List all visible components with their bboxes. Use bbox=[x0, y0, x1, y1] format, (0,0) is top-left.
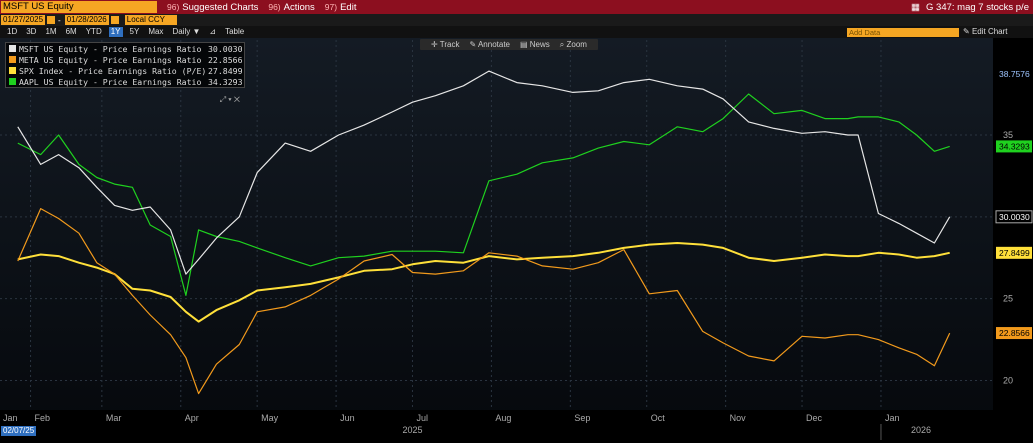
value-label-aapl: 34.3293 bbox=[996, 140, 1032, 153]
x-tick-label: Mar bbox=[106, 413, 122, 423]
x-tick-label: Nov bbox=[730, 413, 747, 423]
x-tick-label: Feb bbox=[35, 413, 51, 423]
value-label-text: 30.0030 bbox=[999, 212, 1030, 222]
value-label-bg bbox=[996, 327, 1032, 340]
date-separator: - bbox=[58, 15, 61, 25]
period-1y[interactable]: 1Y bbox=[108, 27, 123, 37]
x-tick-label: Sep bbox=[574, 413, 590, 423]
value-label-meta: 22.8566 bbox=[996, 327, 1032, 340]
series-line-meta bbox=[17, 208, 951, 395]
ticker-input[interactable]: MSFT US Equity bbox=[1, 1, 157, 13]
legend-item-msft[interactable]: MSFT US Equity - Price Earnings Ratio (P… bbox=[6, 43, 244, 54]
legend-swatch bbox=[9, 67, 16, 74]
x-tick-label: May bbox=[261, 413, 279, 423]
y-tick-label: 25 bbox=[1003, 294, 1013, 304]
legend-item-meta[interactable]: META US Equity - Price Earnings Ratio (P… bbox=[6, 54, 244, 65]
period-1m[interactable]: 1M bbox=[45, 27, 57, 36]
highlight-value-bg bbox=[996, 68, 1032, 80]
series-value-labels: 30.0030 22.8566 27.8499 34.3293 38.7576 bbox=[995, 68, 1033, 340]
value-label-msft: 30.0030 bbox=[995, 210, 1033, 224]
period-max[interactable]: Max bbox=[148, 27, 164, 36]
chart-icon: ▦ bbox=[911, 1, 921, 13]
highlight-value-label: 38.7576 bbox=[996, 68, 1032, 80]
series-line-aapl bbox=[17, 93, 950, 296]
legend-swatch bbox=[9, 78, 16, 85]
period-selector: 1D 3D 1M 6M YTD 1Y 5Y Max Daily ▼ ⊿ Tabl… bbox=[0, 26, 1033, 38]
series-lines bbox=[17, 70, 951, 395]
series-line-spx bbox=[17, 242, 950, 323]
x-year-label: 2026 bbox=[911, 425, 931, 435]
chart-toolbar: ✛ Track ✎ Annotate ▤ News ⌕ Zoom bbox=[420, 39, 598, 50]
value-label-bg bbox=[996, 140, 1032, 153]
cursor-date-label: 02/07/25 bbox=[1, 426, 37, 436]
edit-menu[interactable]: 97) Edit bbox=[324, 1, 357, 13]
period-1d[interactable]: 1D bbox=[7, 27, 18, 36]
zoom-tool[interactable]: ⌕ Zoom bbox=[559, 39, 587, 49]
x-tick-label: Jan bbox=[885, 413, 900, 423]
period-3d[interactable]: 3D bbox=[26, 27, 37, 36]
x-tick-label: Jun bbox=[340, 413, 355, 423]
plot-background bbox=[0, 38, 993, 424]
track-tool[interactable]: ✛ Track bbox=[431, 40, 460, 49]
news-tool[interactable]: ▤ News bbox=[520, 40, 550, 49]
value-label-text: 27.8499 bbox=[999, 248, 1030, 258]
period-ytd[interactable]: YTD bbox=[85, 27, 102, 36]
x-year-label: 2025 bbox=[402, 425, 422, 435]
actions-menu[interactable]: 96) Actions bbox=[268, 1, 315, 13]
top-menu-bar: MSFT US Equity 96) Suggested Charts 96) Ac… bbox=[0, 0, 1033, 14]
highlight-value-text: 38.7576 bbox=[999, 69, 1030, 79]
annotate-tool[interactable]: ✎ Annotate bbox=[469, 40, 510, 49]
gridlines bbox=[0, 40, 993, 410]
legend-item-spx[interactable]: SPX Index - Price Earnings Ratio (P/E) 2… bbox=[6, 65, 244, 76]
legend-swatch bbox=[9, 56, 16, 63]
calendar-icon[interactable] bbox=[110, 16, 119, 24]
y-tick-label: 20 bbox=[1003, 376, 1013, 386]
period-5y[interactable]: 5Y bbox=[129, 27, 140, 36]
chart-type-icon[interactable]: ⊿ bbox=[209, 27, 217, 36]
x-axis: Jan Feb Mar Apr May Jun Jul Aug Sep Oct Nov Dec Jan 2… bbox=[3, 413, 931, 440]
value-label-text: 22.8566 bbox=[999, 328, 1030, 338]
value-label-text: 34.3293 bbox=[999, 141, 1030, 151]
x-tick-label: Oct bbox=[651, 413, 666, 423]
value-label-spx: 27.8499 bbox=[996, 246, 1032, 259]
x-tick-label: Dec bbox=[806, 413, 823, 423]
period-6m[interactable]: 6M bbox=[65, 27, 77, 36]
suggested-charts-menu[interactable]: 96) Suggested Charts bbox=[167, 1, 259, 13]
value-label-bg bbox=[996, 246, 1032, 259]
table-button[interactable]: Table bbox=[225, 27, 245, 36]
end-date-input[interactable]: 01/28/2026 bbox=[64, 15, 109, 25]
calendar-icon[interactable] bbox=[47, 16, 56, 24]
legend-item-aapl[interactable]: AAPL US Equity - Price Earnings Ratio (P… bbox=[6, 76, 244, 87]
add-data-input[interactable]: Add Data bbox=[847, 28, 959, 37]
x-tick-label: Apr bbox=[185, 413, 199, 423]
x-tick-label: Aug bbox=[495, 413, 511, 423]
legend-controls-icon[interactable]: ⤢ ▾ ✕ bbox=[219, 95, 240, 104]
value-label-bg bbox=[995, 210, 1033, 224]
start-date-input[interactable]: 01/27/2025 bbox=[1, 15, 46, 25]
currency-select[interactable]: Local CCY bbox=[124, 15, 177, 25]
series-line-msft bbox=[17, 70, 951, 275]
y-tick-label: 35 bbox=[1003, 130, 1013, 140]
date-range-bar: 01/27/2025 - 01/28/2026 Local CCY bbox=[0, 14, 1033, 26]
edit-chart-button[interactable]: ✎ Edit Chart bbox=[963, 27, 1008, 36]
x-tick-label: Jan bbox=[3, 413, 18, 423]
x-axis-panel bbox=[0, 410, 993, 443]
pencil-icon: ✎ bbox=[963, 27, 972, 36]
frequency-select[interactable]: Daily ▼ bbox=[172, 27, 201, 36]
x-tick-label: Jul bbox=[416, 413, 428, 423]
chart-name[interactable]: ▦ G 347: mag 7 stocks p/e bbox=[911, 1, 1029, 13]
y-axis-panel bbox=[993, 38, 1033, 424]
legend-swatch bbox=[9, 45, 16, 52]
chart-legend: MSFT US Equity - Price Earnings Ratio (P… bbox=[5, 42, 245, 104]
